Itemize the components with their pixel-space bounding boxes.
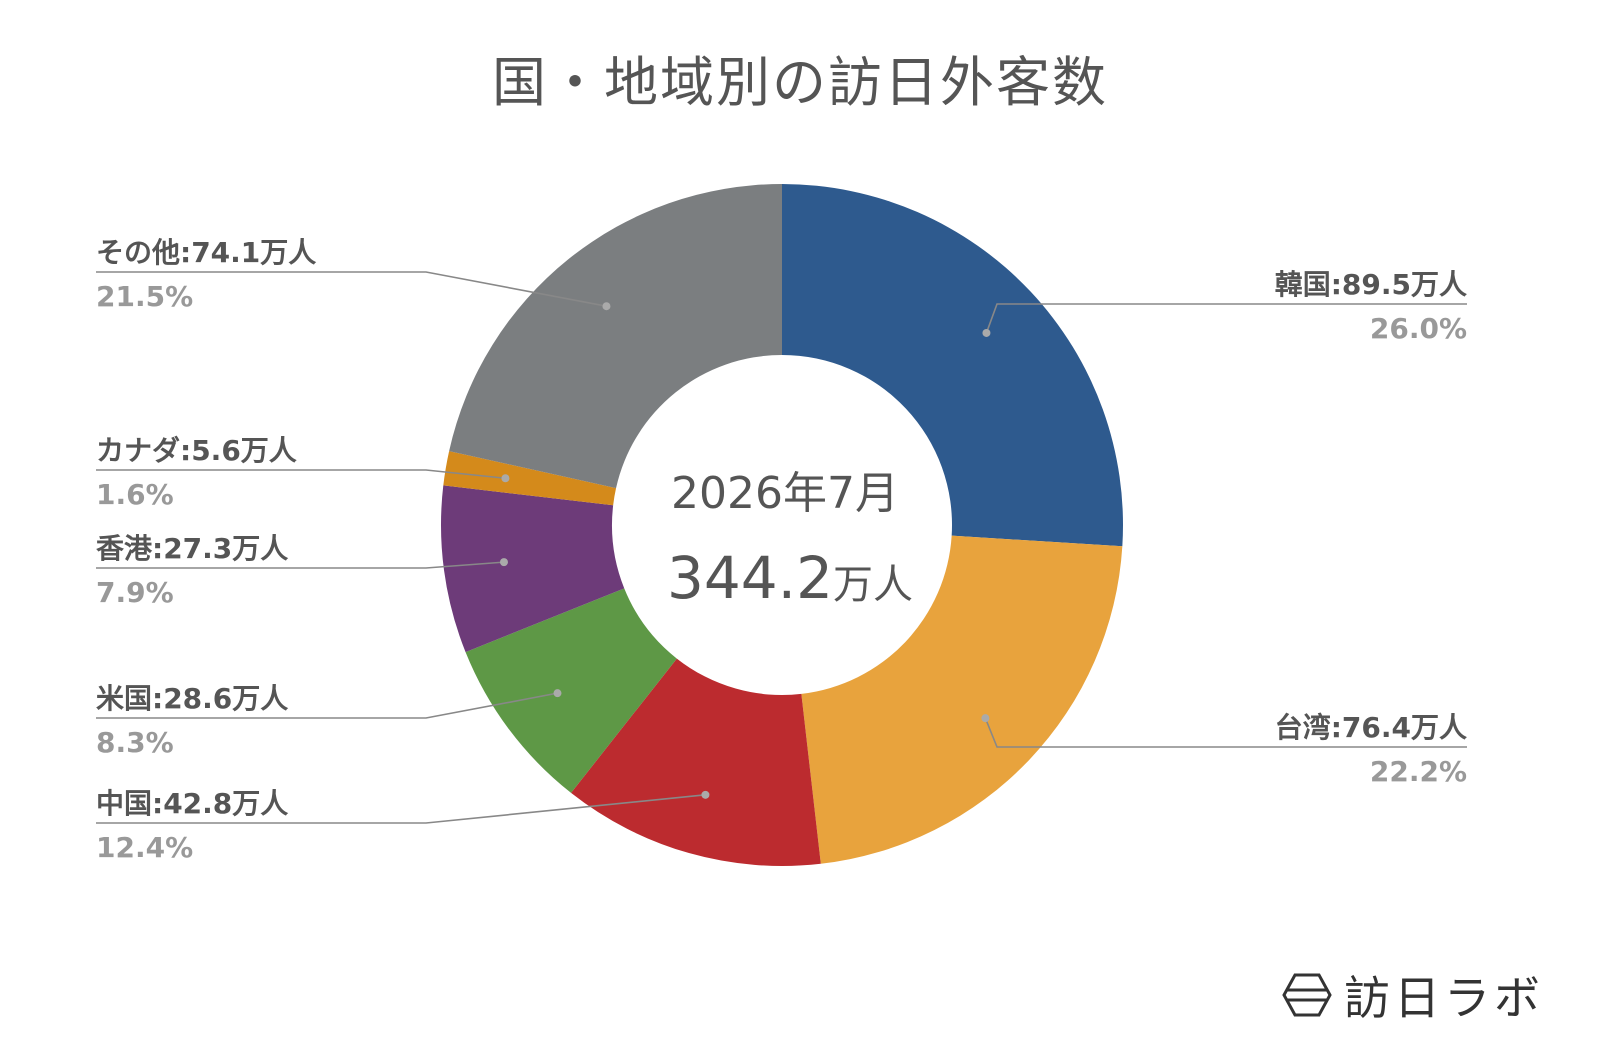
slice-香港 (440, 485, 625, 653)
slice-label-韓国: 韓国:89.5万人 (1275, 268, 1467, 301)
slice-台湾 (801, 535, 1123, 864)
slice-label-その他: その他:74.1万人 (96, 236, 316, 269)
slice-米国 (465, 588, 677, 793)
leader-line-中国 (96, 794, 706, 824)
slice-その他 (449, 184, 782, 489)
slice-percent-台湾: 22.2% (1370, 755, 1467, 788)
chart-title: 国・地域別の訪日外客数 (492, 51, 1108, 114)
slice-韓国 (782, 184, 1123, 547)
slice-label-香港: 香港:27.3万人 (96, 532, 288, 565)
leader-dot-その他 (602, 302, 611, 311)
slice-percent-中国: 12.4% (96, 831, 193, 864)
leader-line-香港 (96, 561, 505, 569)
center-total: 344.2万人 (667, 544, 913, 612)
brand-logo: 訪日ラボ (1282, 962, 1544, 1028)
hexagon-logo-icon (1282, 973, 1332, 1017)
slice-percent-カナダ: 1.6% (96, 478, 174, 511)
leader-dot-台湾 (981, 714, 990, 723)
slice-カナダ (443, 451, 617, 506)
slice-label-台湾: 台湾:76.4万人 (1275, 711, 1467, 744)
leader-line-台湾 (984, 717, 1467, 748)
slice-label-米国: 米国:28.6万人 (96, 682, 288, 715)
center-period: 2026年7月 (671, 468, 899, 519)
slice-percent-米国: 8.3% (96, 726, 174, 759)
slice-label-中国: 中国:42.8万人 (96, 787, 288, 820)
slice-percent-香港: 7.9% (96, 576, 174, 609)
leader-dot-カナダ (501, 474, 510, 483)
brand-name: 訪日ラボ (1344, 971, 1544, 1025)
leader-dot-米国 (553, 689, 562, 698)
slice-中国 (571, 658, 821, 866)
leader-line-米国 (96, 692, 558, 719)
leader-dot-香港 (499, 558, 508, 567)
leader-dot-中国 (701, 790, 710, 799)
leader-line-韓国 (985, 303, 1467, 334)
slice-percent-その他: 21.5% (96, 280, 193, 313)
center-total-value: 344.2 (667, 544, 833, 612)
slice-percent-韓国: 26.0% (1370, 312, 1467, 345)
leader-dot-韓国 (982, 328, 991, 337)
slice-label-カナダ: カナダ:5.6万人 (96, 434, 297, 467)
center-total-unit: 万人 (833, 562, 913, 608)
leader-line-カナダ (96, 469, 506, 480)
leader-line-その他 (96, 271, 607, 307)
